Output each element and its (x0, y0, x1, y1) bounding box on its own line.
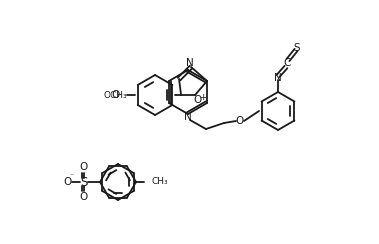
Text: O: O (80, 162, 88, 172)
Text: C: C (283, 58, 291, 68)
Text: S: S (294, 43, 300, 53)
Text: +: + (199, 92, 207, 102)
Text: OCH₃: OCH₃ (103, 91, 127, 100)
Text: CH₃: CH₃ (152, 177, 169, 186)
Text: N: N (186, 58, 194, 68)
Text: N: N (274, 73, 282, 83)
Text: O: O (80, 192, 88, 202)
Text: O: O (236, 116, 244, 126)
Text: O: O (64, 177, 72, 187)
Text: N: N (184, 112, 192, 122)
Text: S: S (80, 175, 88, 189)
Text: O: O (111, 90, 119, 100)
Text: ⁻: ⁻ (70, 172, 74, 181)
Text: O: O (193, 95, 201, 105)
